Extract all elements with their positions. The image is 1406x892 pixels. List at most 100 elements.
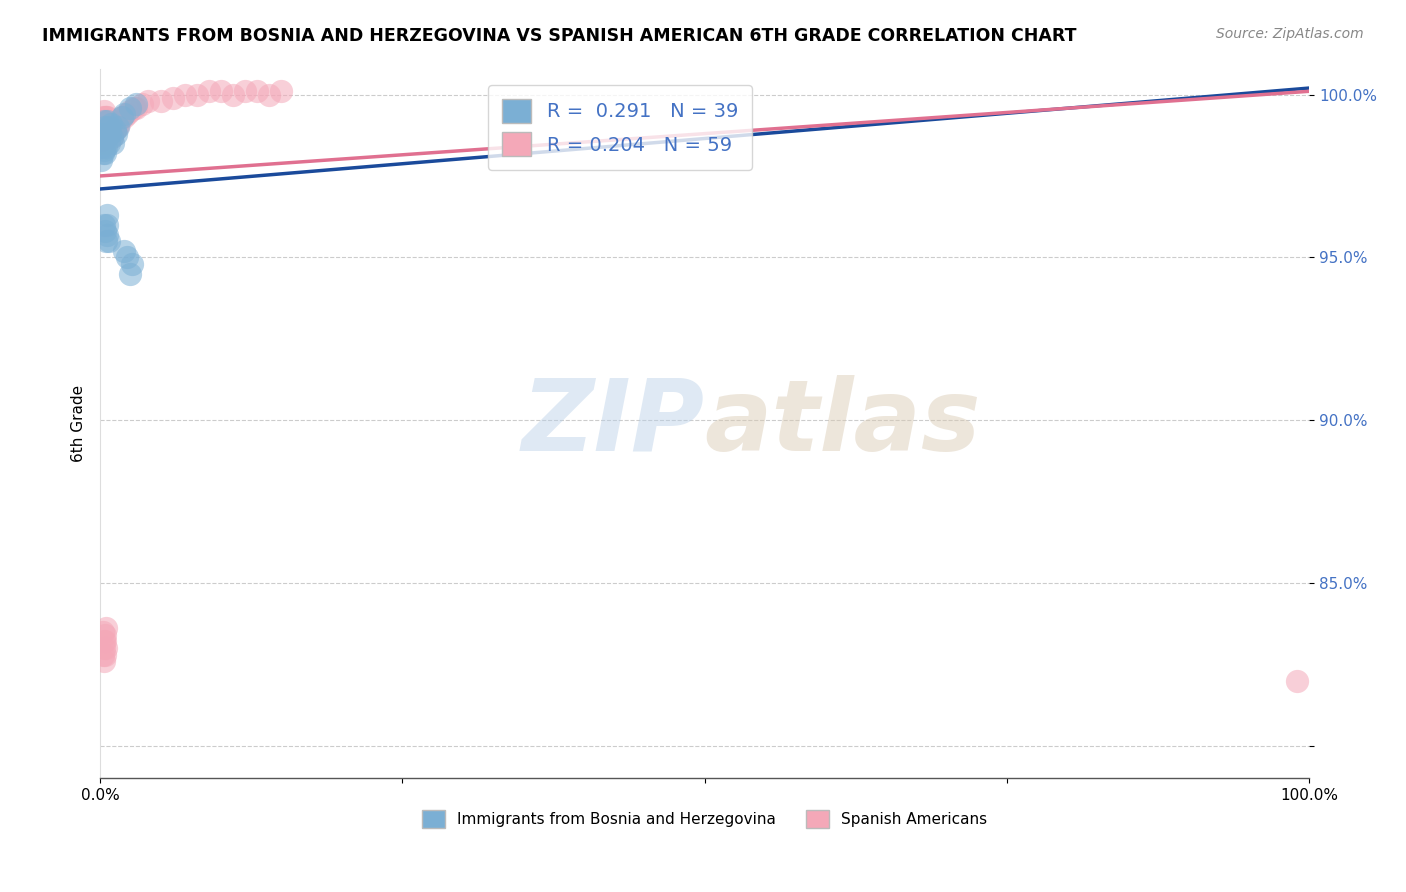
Point	[93, 143, 115, 157]
Point	[93, 640, 115, 655]
Text: Source: ZipAtlas.com: Source: ZipAtlas.com	[1216, 27, 1364, 41]
Point	[103, 136, 125, 151]
Point	[246, 84, 269, 98]
Point	[1286, 673, 1309, 688]
Point	[101, 120, 124, 135]
Point	[90, 133, 112, 147]
Point	[96, 123, 118, 137]
Point	[112, 111, 135, 125]
Point	[98, 113, 121, 128]
Text: IMMIGRANTS FROM BOSNIA AND HERZEGOVINA VS SPANISH AMERICAN 6TH GRADE CORRELATION: IMMIGRANTS FROM BOSNIA AND HERZEGOVINA V…	[42, 27, 1077, 45]
Point	[94, 224, 117, 238]
Point	[111, 111, 134, 125]
Point	[107, 120, 129, 135]
Point	[96, 227, 118, 242]
Point	[96, 640, 118, 655]
Point	[97, 127, 120, 141]
Point	[198, 84, 221, 98]
Point	[125, 101, 148, 115]
Point	[94, 648, 117, 662]
Point	[103, 120, 125, 135]
Point	[100, 117, 122, 131]
Point	[115, 250, 138, 264]
Point	[96, 111, 118, 125]
Point	[104, 127, 127, 141]
Point	[98, 127, 121, 141]
Point	[91, 146, 114, 161]
Point	[91, 648, 114, 662]
Point	[121, 257, 143, 271]
Point	[100, 117, 122, 131]
Point	[108, 117, 131, 131]
Point	[94, 136, 117, 151]
Point	[96, 622, 118, 636]
Point	[96, 111, 118, 125]
Point	[96, 234, 118, 248]
Point	[91, 624, 114, 639]
Point	[91, 136, 114, 151]
Point	[94, 634, 117, 648]
Point	[120, 103, 142, 118]
Point	[97, 234, 120, 248]
Point	[91, 127, 114, 141]
Point	[94, 133, 117, 147]
Point	[96, 127, 118, 141]
Point	[138, 94, 160, 108]
Point	[173, 87, 195, 102]
Point	[93, 129, 115, 144]
Text: ZIP: ZIP	[522, 375, 704, 472]
Point	[97, 136, 120, 151]
Point	[96, 208, 118, 222]
Point	[112, 244, 135, 258]
Point	[107, 113, 129, 128]
Point	[93, 117, 115, 131]
Point	[93, 113, 115, 128]
Point	[94, 111, 117, 125]
Point	[91, 111, 114, 125]
Point	[90, 120, 112, 135]
Point	[111, 111, 134, 125]
Point	[93, 218, 115, 232]
Text: atlas: atlas	[704, 375, 981, 472]
Point	[259, 87, 281, 102]
Point	[115, 107, 138, 121]
Point	[96, 129, 118, 144]
Point	[91, 136, 114, 151]
Point	[96, 136, 118, 151]
Point	[90, 153, 112, 167]
Point	[270, 84, 292, 98]
Point	[162, 91, 184, 105]
Point	[93, 103, 115, 118]
Point	[222, 87, 245, 102]
Point	[104, 117, 127, 131]
Point	[94, 628, 117, 642]
Point	[96, 218, 118, 232]
Point	[120, 101, 142, 115]
Point	[93, 654, 115, 668]
Point	[90, 139, 112, 153]
Point	[209, 84, 232, 98]
Point	[101, 129, 124, 144]
Point	[120, 267, 142, 281]
Point	[91, 123, 114, 137]
Point	[98, 127, 121, 141]
Point	[96, 123, 118, 137]
Legend: Immigrants from Bosnia and Herzegovina, Spanish Americans: Immigrants from Bosnia and Herzegovina, …	[416, 804, 994, 834]
Point	[186, 87, 208, 102]
Y-axis label: 6th Grade: 6th Grade	[72, 384, 86, 462]
Point	[93, 129, 115, 144]
Point	[94, 120, 117, 135]
Point	[233, 84, 256, 98]
Point	[101, 129, 124, 144]
Point	[104, 123, 127, 137]
Point	[122, 101, 145, 115]
Point	[94, 146, 117, 161]
Point	[104, 123, 127, 137]
Point	[96, 113, 118, 128]
Point	[93, 634, 115, 648]
Point	[105, 120, 128, 135]
Point	[97, 120, 120, 135]
Point	[96, 139, 118, 153]
Point	[97, 113, 120, 128]
Point	[131, 97, 153, 112]
